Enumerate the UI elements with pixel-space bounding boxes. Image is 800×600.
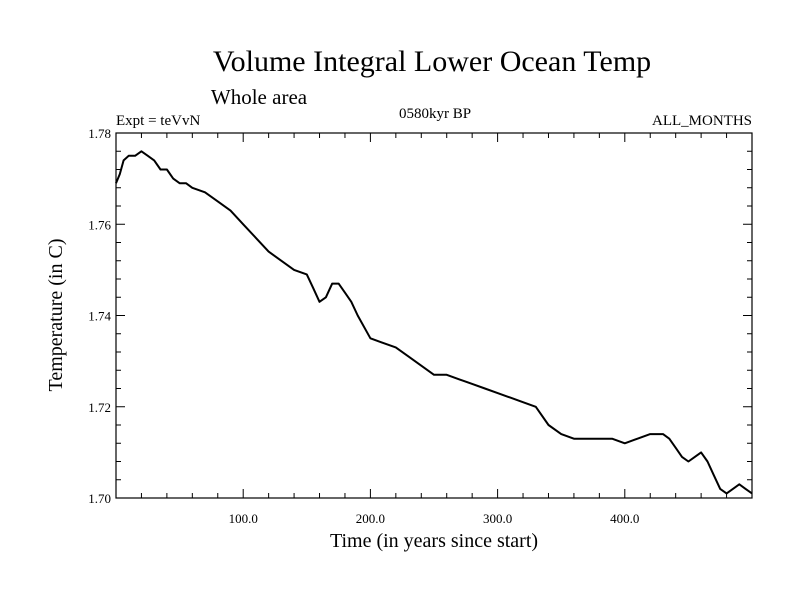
plot-frame xyxy=(115,132,753,499)
x-axis-ticks xyxy=(140,133,728,498)
x-tick-label: 300.0 xyxy=(483,511,512,526)
x-tick-label: 400.0 xyxy=(610,511,639,526)
y-axis-tick-labels: 1.70 1.72 1.74 1.76 1.78 xyxy=(88,126,111,506)
x-axis-label: Time (in years since start) xyxy=(330,530,538,552)
chart-subtitle: Whole area xyxy=(211,85,308,109)
y-tick-label: 1.72 xyxy=(88,400,111,415)
x-tick-label: 100.0 xyxy=(229,511,258,526)
experiment-label: Expt = teVvN xyxy=(116,113,200,129)
chart-title: Volume Integral Lower Ocean Temp xyxy=(213,45,651,78)
y-tick-label: 1.74 xyxy=(88,309,111,324)
y-axis-ticks xyxy=(116,150,752,481)
y-tick-label: 1.70 xyxy=(88,491,111,506)
x-axis-tick-labels: 100.0 200.0 300.0 400.0 xyxy=(229,511,640,526)
period-label: 0580kyr BP xyxy=(399,106,471,122)
x-tick-label: 200.0 xyxy=(356,511,385,526)
series-line xyxy=(115,150,753,495)
months-label: ALL_MONTHS xyxy=(652,113,752,129)
y-axis-label: Temperature (in C) xyxy=(45,239,67,392)
y-tick-label: 1.78 xyxy=(88,126,111,141)
y-tick-label: 1.76 xyxy=(88,217,111,232)
